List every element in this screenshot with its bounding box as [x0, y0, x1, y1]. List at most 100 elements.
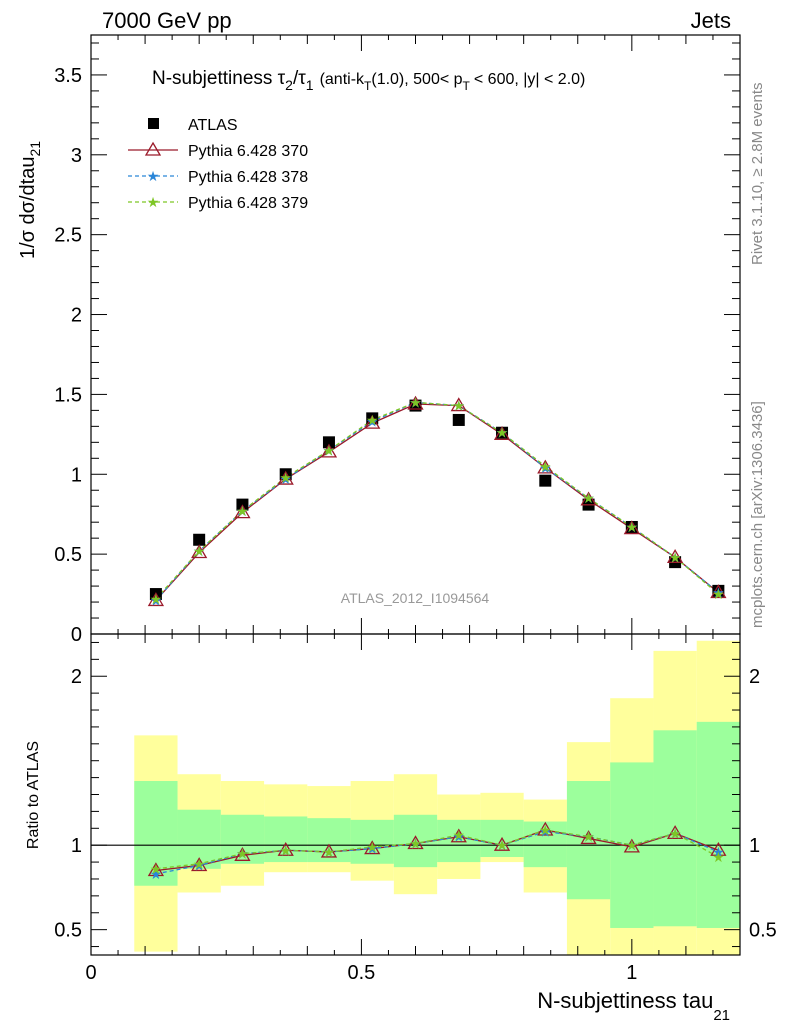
main-y-tick-label: 1.5	[54, 384, 82, 406]
legend-py370-label: Pythia 6.428 370	[188, 143, 308, 160]
ratio-point-py378: ★	[236, 846, 249, 862]
legend-py379-label: Pythia 6.428 379	[188, 195, 308, 212]
main-y-axis-label: 1/σ dσ/dtau21	[17, 141, 43, 259]
main-title-cut-sub: T	[364, 79, 372, 93]
legend-entry-py378: ★ Pythia 6.428 378	[128, 168, 308, 186]
main-point-py379: ★	[279, 469, 292, 485]
ratio-point-py379: ★	[712, 849, 725, 865]
main-title-sub1: 2	[285, 77, 293, 93]
main-point-py378: ★	[193, 543, 206, 559]
main-point-py370	[191, 544, 208, 559]
main-point-py378: ★	[236, 503, 249, 519]
ratio-point-py370	[320, 843, 338, 858]
legend-atlas-marker	[148, 118, 159, 129]
x-tick-label: 0.5	[348, 962, 376, 984]
ratio-point-py370	[623, 838, 640, 853]
ratio-point-py378: ★	[409, 835, 422, 851]
x-axis-label: N-subjettiness tau21	[537, 988, 730, 1024]
ratio-point-py379: ★	[539, 822, 552, 838]
ratio-point-py379: ★	[236, 846, 249, 862]
main-y-axis-label-text: 1/σ dσ/dtau	[17, 157, 39, 260]
ratio-point-py379: ★	[452, 827, 465, 843]
main-point-atlas	[712, 584, 725, 597]
ratio-point-py379: ★	[323, 844, 336, 860]
main-axes: 0 0.5 1 1.5 2 2.5 3 3.5	[54, 34, 741, 646]
main-point-atlas	[496, 426, 509, 439]
main-y-axis-label-sub: 21	[27, 141, 43, 157]
ratio-point-py379: ★	[366, 839, 379, 855]
main-point-py378: ★	[496, 425, 509, 441]
main-point-py370	[666, 549, 684, 563]
main-point-py379: ★	[452, 398, 465, 414]
main-point-py378: ★	[323, 442, 336, 458]
ratio-point-py378: ★	[366, 841, 379, 857]
main-y-tick-label: 1	[71, 464, 82, 486]
ratio-point-py379: ★	[669, 825, 682, 841]
main-point-py378: ★	[669, 549, 682, 565]
legend-entry-py379: ★ Pythia 6.428 379	[128, 194, 308, 212]
ratio-point-py379: ★	[582, 829, 595, 845]
main-point-py370	[710, 584, 727, 599]
main-point-py378: ★	[366, 414, 379, 430]
ratio-band-inner-10	[566, 780, 611, 900]
main-point-py370	[623, 520, 640, 535]
ratio-point-py378: ★	[150, 866, 163, 882]
main-point-py379: ★	[582, 490, 595, 506]
main-point-py370	[364, 414, 381, 429]
process-label: Jets	[691, 8, 731, 33]
ratio-point-py370	[191, 857, 208, 872]
main-point-py379: ★	[193, 543, 206, 559]
ratio-y-axis-label: Ratio to ATLAS	[25, 741, 42, 849]
ratio-point-py370	[234, 847, 251, 861]
main-point-py370	[407, 395, 424, 410]
main-y-tick-label: 3	[71, 145, 82, 167]
main-title-text: N-subjettiness τ	[152, 68, 286, 89]
main-title-slash: /τ	[293, 68, 306, 89]
main-point-py379: ★	[409, 394, 422, 410]
ratio-point-py378: ★	[539, 824, 552, 840]
legend-py370-marker	[144, 141, 162, 156]
main-series: ★★★★★★★ ★★★★★★★★★★★★★★ ★★★★★★★	[147, 394, 727, 608]
main-point-py379: ★	[626, 519, 639, 535]
legend-py378-label: Pythia 6.428 378	[188, 169, 308, 186]
x-tick-label: 0	[85, 962, 96, 984]
main-point-py370	[320, 443, 338, 458]
ratio-band-inner-12	[653, 730, 697, 927]
main-y-tick-label: 2.5	[54, 225, 82, 247]
main-point-py378: ★	[626, 519, 639, 535]
ratio-point-py379: ★	[150, 861, 163, 877]
main-title-cut-b: (1.0), 500< p	[371, 71, 462, 88]
ratio-band-inner-9	[523, 821, 567, 868]
ratio-y-tick-label-right: 2	[749, 666, 760, 688]
main-title-cut-a: (anti-k	[320, 71, 365, 88]
ratio-point-py370	[407, 835, 424, 850]
ratio-line-py379	[155, 829, 719, 870]
main-point-py379: ★	[366, 412, 379, 428]
ratio-line-py370	[155, 829, 719, 872]
ratio-point-py378: ★	[712, 844, 725, 860]
ratio-point-py370	[666, 825, 684, 840]
legend-atlas-label: ATLAS	[188, 117, 238, 134]
ratio-band-inner-3	[264, 816, 308, 863]
ratio-y-tick-label: 1	[71, 835, 82, 857]
main-point-py378: ★	[712, 584, 725, 600]
main-y-tick-label: 2	[71, 305, 82, 327]
ratio-point-py378: ★	[582, 829, 595, 845]
ratio-point-py379: ★	[496, 837, 509, 853]
ratio-uncertainty-bands	[134, 640, 740, 955]
main-point-py370	[147, 592, 165, 607]
x-axis-label-text: N-subjettiness tau	[537, 988, 713, 1013]
ratio-point-py370	[580, 830, 597, 845]
ratio-point-py370	[277, 841, 294, 856]
ratio-point-py370	[364, 840, 381, 855]
legend-entry-py370: Pythia 6.428 370	[128, 141, 308, 160]
main-point-py379: ★	[496, 425, 509, 441]
main-y-tick-label: 0.5	[54, 544, 82, 566]
main-point-py378: ★	[150, 592, 163, 608]
mcplots-credit-label: mcplots.cern.ch [arXiv:1306.3436]	[749, 401, 766, 628]
main-point-py379: ★	[669, 549, 682, 565]
ratio-point-py379: ★	[279, 842, 292, 858]
ratio-point-py370	[450, 828, 467, 843]
ratio-point-py378: ★	[452, 829, 465, 845]
analysis-id-label: ATLAS_2012_I1094564	[341, 590, 490, 606]
